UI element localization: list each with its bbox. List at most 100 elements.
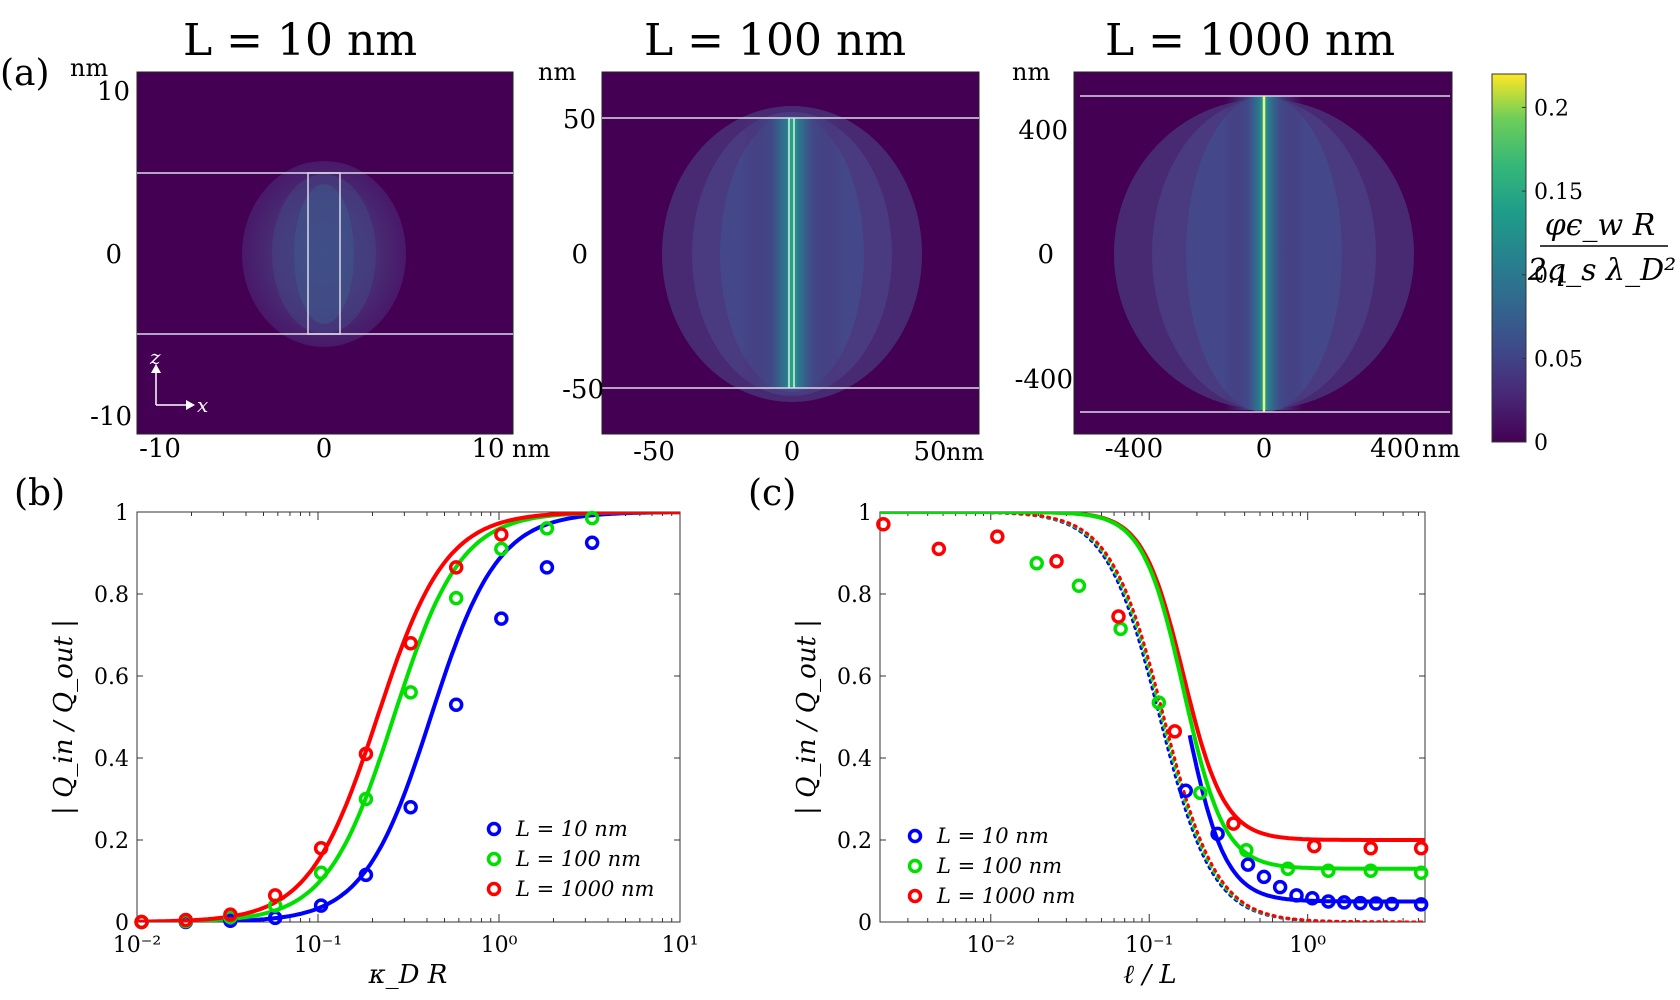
y-tick: -50 bbox=[562, 375, 604, 405]
marker-green bbox=[403, 685, 418, 700]
panel-label-b: (b) bbox=[14, 473, 65, 514]
marker-green bbox=[1029, 556, 1044, 571]
x-tick: 0 bbox=[784, 437, 801, 467]
legend-marker-red bbox=[907, 888, 923, 904]
map-title-l10: L = 10 nm bbox=[183, 15, 417, 66]
panel-label-a: (a) bbox=[0, 53, 50, 94]
map-title-l100: L = 100 nm bbox=[644, 15, 906, 66]
map-unit-x: nm bbox=[946, 438, 984, 466]
marker-red bbox=[178, 912, 194, 928]
marker-blue bbox=[1321, 894, 1336, 909]
marker-green bbox=[1193, 785, 1208, 801]
map-l10: L = 10 nm nm 10 0 -10 -10 0 10 nm z x bbox=[70, 15, 550, 464]
marker-blue bbox=[1289, 888, 1304, 903]
x-tick: 10 bbox=[471, 434, 504, 464]
marker-red bbox=[223, 907, 238, 922]
map-unit-y: nm bbox=[1012, 58, 1050, 86]
x-tick-label: 10⁰ bbox=[1289, 933, 1326, 958]
marker-red bbox=[313, 840, 329, 856]
marker-red bbox=[134, 914, 149, 930]
y-tick-label: 0.2 bbox=[94, 829, 129, 854]
y-tick: 400 bbox=[1018, 116, 1068, 146]
colorbar-label-numerator: φϵ_w R bbox=[1545, 208, 1656, 243]
marker-red bbox=[448, 560, 464, 575]
y-tick-label: 0.8 bbox=[94, 583, 129, 608]
legend-marker-blue bbox=[907, 828, 923, 844]
colorbar-tick-label: 0.2 bbox=[1534, 96, 1569, 121]
marker-green bbox=[1413, 865, 1429, 881]
marker-red bbox=[990, 529, 1005, 544]
marker-green bbox=[494, 541, 509, 557]
marker-blue bbox=[1272, 879, 1288, 895]
marker-blue bbox=[1178, 783, 1193, 799]
legend-label: L = 1000 nm bbox=[515, 877, 654, 901]
y-tick-label: 1 bbox=[858, 501, 872, 526]
marker-green bbox=[1321, 863, 1336, 878]
legend-marker-blue bbox=[486, 821, 502, 837]
colorbar: 0.2 0.15 0.1 0.05 0 φϵ_w R 2q_s λ_D² bbox=[1491, 73, 1676, 456]
chart-b: 0 0.2 0.4 0.6 0.8 1 10⁻² 10⁻¹ 10⁰ 10¹ κ_D R | Q_i… bbox=[49, 501, 698, 990]
y-tick: -400 bbox=[1015, 365, 1073, 395]
marker-blue bbox=[1256, 869, 1272, 885]
y-tick-label: 0.8 bbox=[837, 583, 872, 608]
legend-marker-green bbox=[486, 851, 502, 867]
plot-area-b bbox=[136, 511, 681, 923]
x-tick-label: 10⁻¹ bbox=[294, 933, 342, 958]
panel-label-c: (c) bbox=[748, 473, 796, 514]
marker-blue bbox=[313, 898, 329, 913]
map-l100: L = 100 nm nm 50 0 -50 -50 0 50 nm bbox=[538, 15, 984, 467]
map-unit-x: nm bbox=[512, 435, 550, 463]
y-tick-label: 0.4 bbox=[837, 747, 872, 772]
marker-green bbox=[1280, 861, 1296, 876]
marker-green bbox=[539, 521, 555, 536]
map-unit-y: nm bbox=[70, 54, 108, 82]
marker-blue bbox=[448, 697, 464, 712]
y-tick: 0 bbox=[1037, 240, 1054, 270]
map-unit-x: nm bbox=[1422, 435, 1460, 463]
x-tick: 0 bbox=[1256, 434, 1273, 464]
legend-marker-green bbox=[907, 858, 923, 874]
marker-green bbox=[1363, 863, 1378, 878]
marker-red bbox=[1049, 553, 1064, 569]
marker-blue bbox=[584, 535, 600, 550]
x-tick: 0 bbox=[316, 434, 333, 464]
y-tick-label: 0.4 bbox=[94, 747, 129, 772]
x-axis-label-c: ℓ / L bbox=[1123, 960, 1176, 990]
chart-c: 0 0.2 0.4 0.6 0.8 1 10⁻² 10⁻¹ 10⁰ ℓ / L | Q_in /… bbox=[792, 501, 1429, 990]
marker-green bbox=[1071, 578, 1087, 594]
marker-blue bbox=[403, 799, 418, 815]
marker-red bbox=[494, 527, 509, 542]
marker-green bbox=[584, 510, 600, 526]
marker-blue bbox=[1353, 895, 1368, 911]
marker-blue bbox=[539, 560, 555, 575]
marker-green bbox=[358, 791, 374, 807]
marker-blue bbox=[1240, 857, 1256, 872]
y-tick-label: 0.6 bbox=[94, 665, 129, 690]
marker-red bbox=[876, 517, 891, 532]
marker-red bbox=[267, 888, 283, 903]
field-band bbox=[742, 118, 842, 388]
marker-blue bbox=[1413, 897, 1429, 912]
axis-label-x: x bbox=[197, 393, 208, 417]
y-tick: 0 bbox=[105, 240, 122, 270]
x-tick: -10 bbox=[139, 434, 181, 464]
legend-label: L = 10 nm bbox=[515, 817, 628, 841]
x-tick: -50 bbox=[633, 437, 675, 467]
map-l1000: L = 1000 nm nm 400 0 -400 -400 0 400 nm bbox=[1012, 15, 1460, 464]
marker-red bbox=[1363, 840, 1378, 856]
marker-green bbox=[313, 865, 329, 881]
y-tick: 50 bbox=[563, 105, 596, 135]
marker-red bbox=[1226, 816, 1241, 831]
axis-label-z: z bbox=[149, 345, 161, 369]
axis-arrows: z x bbox=[149, 345, 208, 417]
y-tick-label: 0.6 bbox=[837, 665, 872, 690]
y-tick-label: 0 bbox=[858, 911, 872, 936]
y-tick: 10 bbox=[97, 77, 130, 107]
y-tick-label: 0.2 bbox=[837, 829, 872, 854]
marker-red bbox=[358, 746, 374, 762]
colorbar-tick-label: 0.1 bbox=[1534, 264, 1569, 289]
legend-marker-red bbox=[486, 881, 502, 897]
y-axis-label-c: | Q_in / Q_out | bbox=[792, 619, 822, 815]
y-tick-label: 0 bbox=[115, 911, 129, 936]
